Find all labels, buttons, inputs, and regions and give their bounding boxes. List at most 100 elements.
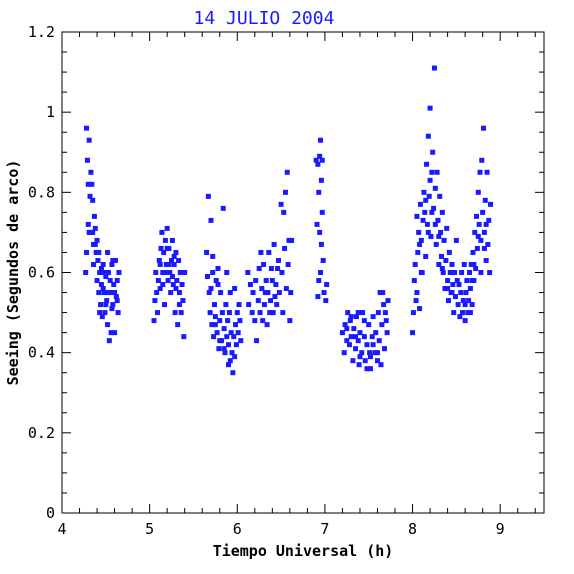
data-point [99,314,105,320]
data-point [439,209,445,215]
data-point [423,197,429,203]
data-point [350,358,356,364]
data-point [367,354,373,360]
data-point [215,265,221,271]
data-point [375,310,381,316]
data-point [276,290,282,296]
data-point [182,270,188,275]
data-point [488,201,494,207]
data-point [226,310,232,316]
data-point [109,306,115,312]
data-point [206,290,212,296]
data-point [221,346,227,352]
data-point [453,237,459,243]
data-point [423,253,429,259]
data-point [316,278,322,284]
data-point [250,290,256,296]
data-point [162,237,168,243]
data-point [100,286,106,292]
data-point [317,229,323,235]
data-point [348,334,354,340]
data-point [175,322,181,328]
data-point [173,249,179,255]
data-point [283,286,289,292]
data-point [91,261,97,267]
data-point [90,197,96,203]
data-point [284,169,290,175]
data-point [105,322,111,328]
axis-tick-labels: 4 5 6 7 8 9 0 0.2 0.4 0.6 0.8 1 1.2 [28,23,505,538]
data-point [473,265,479,271]
data-point [111,282,117,288]
data-point [426,193,432,199]
data-point [342,322,348,328]
data-point [208,217,214,223]
data-point [364,342,370,348]
data-point [160,270,166,275]
data-point [472,229,478,235]
data-point [209,322,215,328]
data-point [361,334,367,340]
data-point [85,181,91,187]
x-tick-label: 5 [145,520,154,538]
data-point [285,261,291,267]
data-point [164,225,170,231]
data-point [353,334,359,340]
data-point [432,185,438,191]
data-point [101,290,107,296]
data-point [218,290,224,296]
x-tick-label: 8 [408,520,417,538]
data-point [439,265,445,271]
data-point [110,257,116,263]
data-point [227,358,233,364]
data-point [265,290,271,296]
data-point [344,338,350,344]
data-point [261,302,267,308]
data-point [417,201,423,207]
data-point [84,249,90,255]
data-point [380,290,386,296]
data-point [481,125,487,131]
data-point [237,318,243,324]
data-point [320,257,326,263]
data-point [367,366,373,372]
data-point [478,270,484,275]
data-point [211,302,217,308]
data-point [170,282,176,288]
data-point [436,233,442,239]
data-point [222,350,228,356]
data-point [253,278,259,284]
data-point [230,370,236,376]
data-point [414,213,420,219]
data-point [103,302,109,308]
data-point [455,302,461,308]
data-point [257,310,263,316]
data-point [98,282,104,288]
data-point [452,270,458,275]
data-point [227,290,233,296]
data-point [418,237,424,243]
data-point [86,137,92,143]
data-point [165,278,171,284]
data-point [259,286,265,292]
data-point [434,169,440,175]
data-point [429,169,435,175]
data-point [98,265,104,271]
data-point [427,105,433,111]
data-point [424,161,430,167]
data-point [440,270,446,275]
data-point [485,241,491,247]
data-point [462,302,468,308]
data-point [268,298,274,304]
data-point [274,302,280,308]
data-point [159,229,165,235]
data-point [324,282,330,288]
data-point [487,270,493,275]
data-point [225,318,231,324]
data-point [427,177,433,183]
data-point [92,241,98,247]
data-point [258,249,264,255]
data-point [344,326,350,332]
x-axis-label: Tiempo Universal (h) [213,542,394,560]
